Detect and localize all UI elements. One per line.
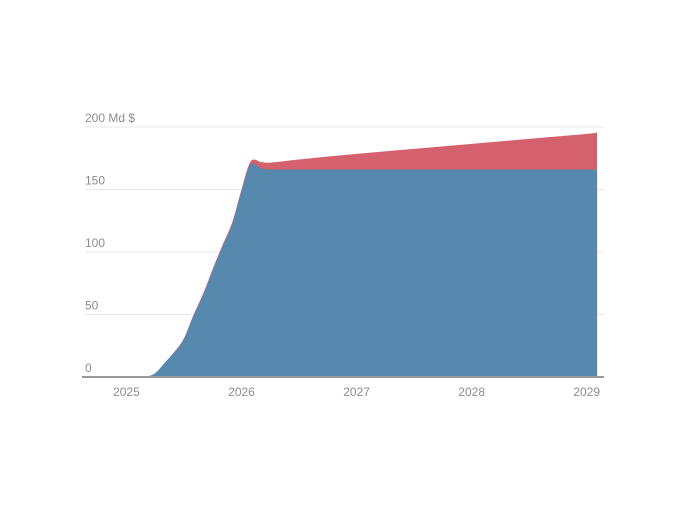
- y-axis-tick-label: 50: [85, 299, 99, 313]
- y-axis-tick-label: 100: [85, 236, 105, 250]
- blue-area-series: [145, 163, 598, 377]
- x-axis-tick-label: 2026: [228, 385, 255, 399]
- x-axis-tick-label: 2029: [573, 385, 600, 399]
- y-axis-tick-label: 0: [85, 361, 92, 375]
- y-axis-tick-label: 200 Md $: [85, 111, 135, 125]
- x-axis-tick-label: 2027: [343, 385, 370, 399]
- x-axis-tick-label: 2028: [458, 385, 485, 399]
- y-axis-tick-label: 150: [85, 174, 105, 188]
- x-axis-tick-label: 2025: [113, 385, 140, 399]
